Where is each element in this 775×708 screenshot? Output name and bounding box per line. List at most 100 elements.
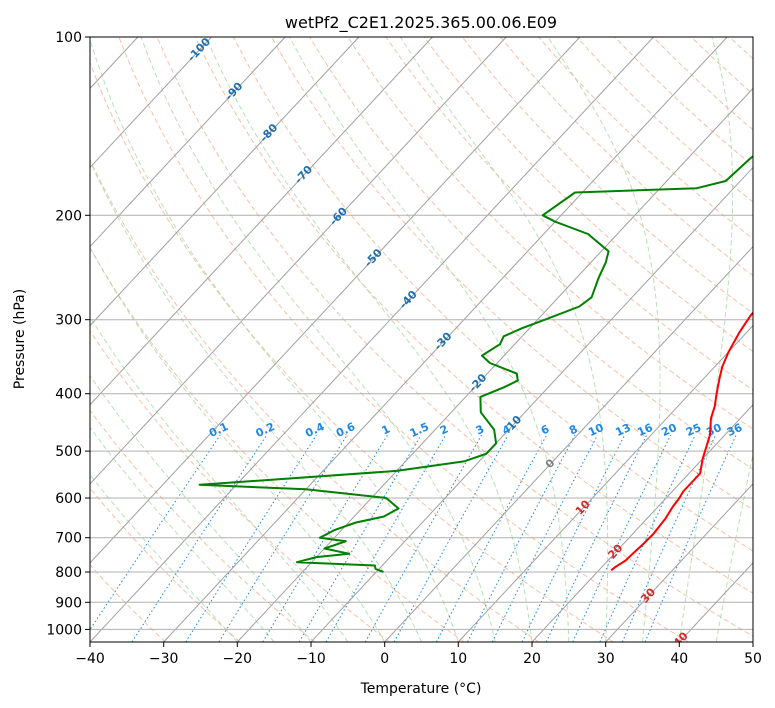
- dewpoint-profile-line: [198, 154, 753, 573]
- isotherm-line: [384, 245, 753, 642]
- plot-frame: [89, 36, 754, 643]
- x-tick-label: 40: [670, 651, 688, 667]
- dry-adiabat-line: [90, 159, 540, 642]
- dry-adiabat-line: [271, 37, 753, 511]
- moist-adiabat-line: [90, 315, 349, 642]
- dry-adiabat-line: [194, 37, 753, 594]
- x-tick-label: −40: [75, 651, 105, 667]
- isotherm-line: [531, 403, 753, 642]
- isotherm-line: [90, 37, 212, 169]
- y-tick-label: 500: [55, 444, 82, 460]
- isotherm-line: [90, 37, 433, 406]
- moist-adiabat-line: [90, 426, 275, 642]
- dry-adiabat-line: [461, 37, 753, 314]
- isotherm-line: [236, 87, 753, 642]
- mixing-ratio-label: 13: [613, 421, 632, 439]
- profiles: [198, 154, 753, 573]
- x-axis: −40 −30 −20 −10 0 10 20 30 40 50: [75, 642, 762, 667]
- x-tick-label: −20: [223, 651, 253, 667]
- mixing-ratio-line: [298, 434, 422, 642]
- temperature-profile-line: [610, 311, 753, 572]
- mixing-ratio-label: 0.4: [303, 420, 326, 440]
- x-tick-label: 50: [744, 651, 762, 667]
- mixing-ratio-label: 3: [474, 423, 486, 438]
- isotherm-line: [310, 166, 753, 642]
- dry-adiabat-line: [423, 37, 753, 353]
- mixing-ratio-line: [435, 434, 548, 642]
- moist-adiabat-line: [205, 37, 533, 642]
- y-axis-label: Pressure (hPa): [12, 289, 28, 389]
- mixing-ratio-line: [644, 434, 737, 642]
- moist-adiabat-line: [90, 38, 459, 642]
- pressure-gridlines: [90, 37, 753, 630]
- isotherm-line: [90, 37, 581, 564]
- dry-adiabat-line: [90, 61, 614, 642]
- mixing-ratio-line: [364, 434, 482, 642]
- isotherm-line: [457, 324, 753, 642]
- dry-adiabat-line: [90, 329, 390, 642]
- dry-adiabat-line: [500, 37, 753, 277]
- x-tick-label: 20: [523, 651, 541, 667]
- dry-adiabat-line: [652, 37, 753, 131]
- y-tick-label: 1000: [46, 622, 82, 638]
- isotherm-line: [0, 37, 64, 642]
- y-axis: 1000 900 800 700 600 500 400 300 200 100: [46, 30, 90, 638]
- mixing-ratio-line: [467, 434, 576, 642]
- mixing-ratio-label: 6: [539, 422, 552, 437]
- x-tick-label: 30: [597, 651, 615, 667]
- y-tick-label: 700: [55, 531, 82, 547]
- dry-adiabat-line: [118, 37, 689, 642]
- mixing-ratio-label: 1.5: [408, 420, 431, 440]
- mixing-ratio-line: [521, 434, 626, 642]
- dry-adiabat-line: [232, 37, 753, 552]
- isotherms: [0, 37, 753, 642]
- mixing-ratio-line: [325, 434, 447, 642]
- mixing-ratio-label: 1: [380, 423, 392, 438]
- mixing-ratio-line: [218, 434, 348, 642]
- dry-adiabat-line: [90, 487, 241, 642]
- mixing-ratio-label: 16: [635, 421, 655, 439]
- x-tick-label: 10: [449, 651, 467, 667]
- x-tick-label: −30: [149, 651, 179, 667]
- mixing-ratio-label: 30: [704, 421, 724, 439]
- moist-adiabat-line: [90, 473, 238, 642]
- dry-adiabat-line: [768, 37, 775, 642]
- dry-adiabats: [90, 37, 775, 642]
- dry-adiabat-line: [90, 564, 166, 642]
- mixing-ratio-label: 0.2: [254, 420, 277, 440]
- mixing-ratio-label: 2: [438, 423, 450, 438]
- y-tick-label: 800: [55, 565, 82, 581]
- y-tick-label: 300: [55, 313, 82, 329]
- y-tick-label: 900: [55, 595, 82, 611]
- mixing-ratio-label: 10: [586, 421, 606, 439]
- y-tick-label: 400: [55, 387, 82, 403]
- x-tick-label: 0: [380, 651, 389, 667]
- y-tick-label: 600: [55, 491, 82, 507]
- dry-adiabat-line: [347, 37, 753, 430]
- moist-adiabat-line: [678, 37, 734, 642]
- isotherm-line: [90, 37, 654, 642]
- isotherm-line: [605, 483, 753, 642]
- isotherm-line: [752, 641, 753, 642]
- mixing-ratio-label: 36: [725, 421, 745, 439]
- moist-adiabat-line: [289, 37, 570, 642]
- chart-title: wetPf2_C2E1.2025.365.00.06.E09: [285, 13, 557, 33]
- mixing-ratio-line: [491, 434, 598, 642]
- moist-adiabat-line: [90, 159, 422, 642]
- mixing-ratio-label: 25: [684, 421, 703, 439]
- y-tick-label: 100: [55, 30, 82, 46]
- dry-adiabat-line: [90, 247, 465, 642]
- isotherm-line: [90, 37, 360, 327]
- moist-adiabats: [90, 37, 753, 642]
- x-tick-label: −10: [296, 651, 326, 667]
- mixing-ratio-line: [185, 434, 317, 642]
- mixing-ratio-line: [90, 434, 221, 631]
- isotherm-line: [163, 37, 728, 642]
- mixing-ratio-line: [131, 434, 268, 642]
- mixing-ratio-label: 0.1: [207, 420, 230, 440]
- isotherm-line: [90, 37, 507, 485]
- moist-adiabat-line: [547, 37, 661, 642]
- mixing-ratio-label: 20: [659, 421, 679, 439]
